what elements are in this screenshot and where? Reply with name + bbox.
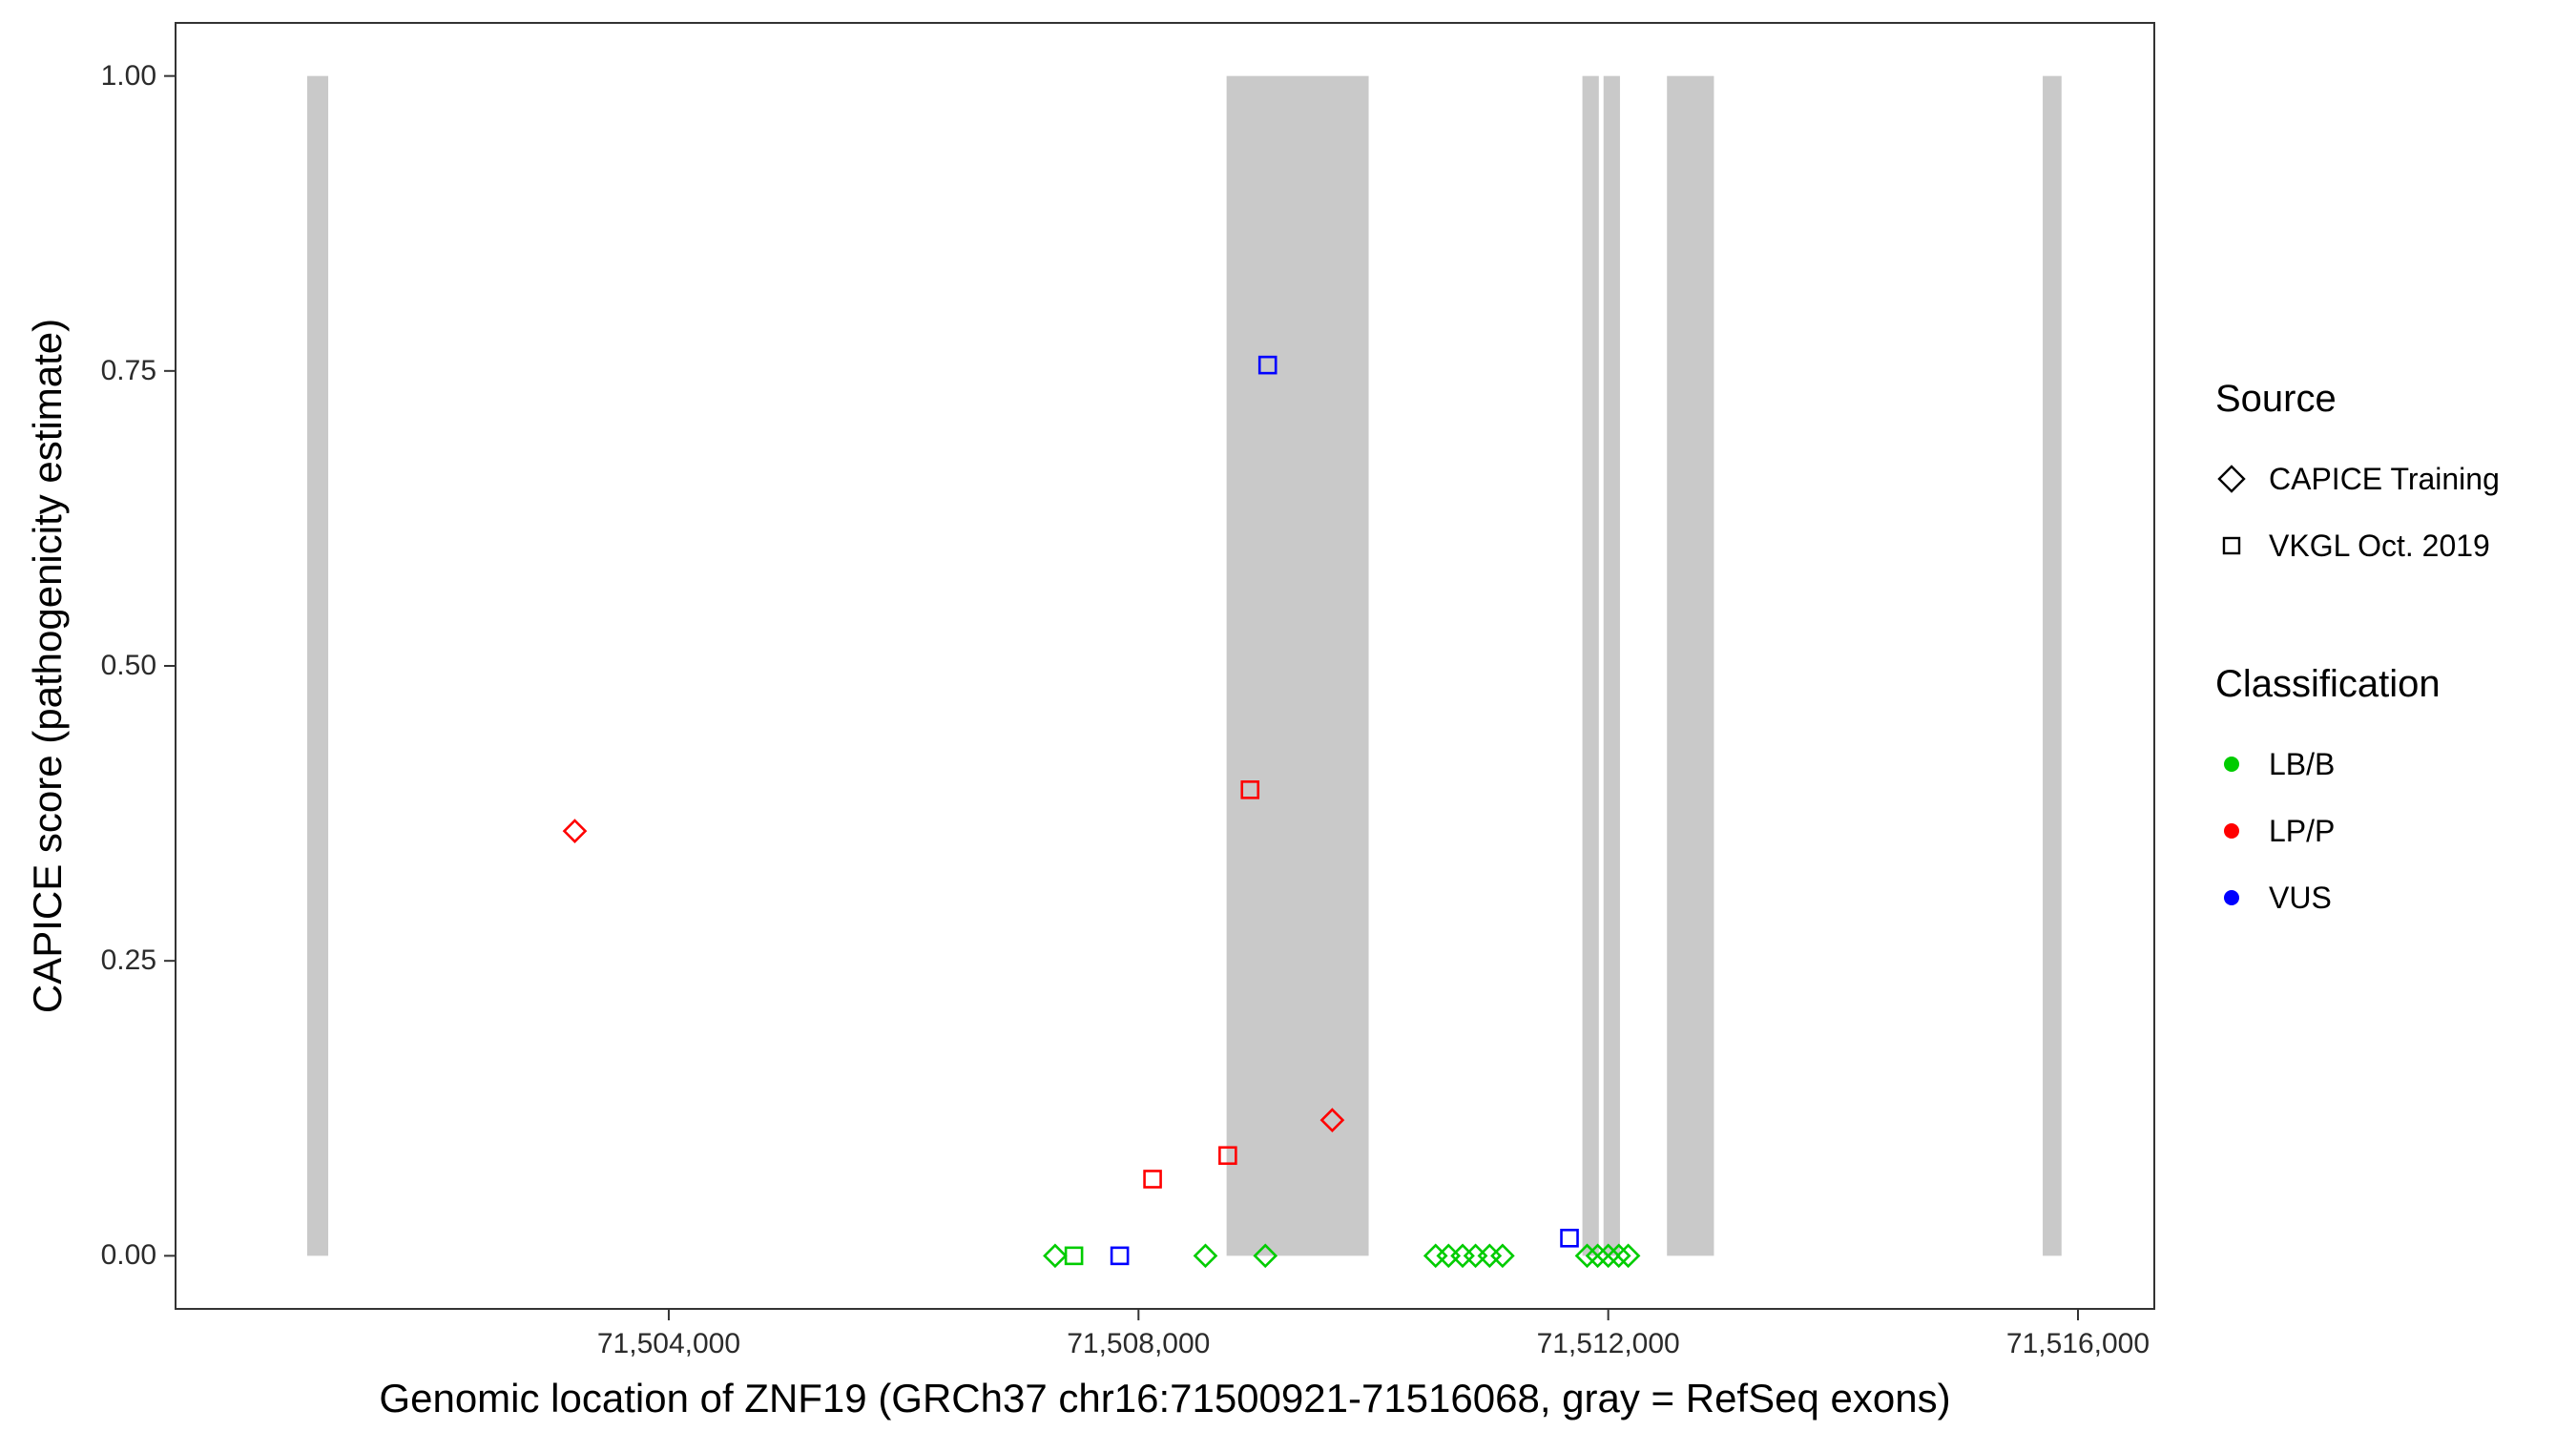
legend-item-lbb: LB/B bbox=[2215, 731, 2568, 798]
data-point-diamond bbox=[1595, 1243, 1621, 1269]
legend: Source CAPICE Training VKGL Oct. 2019 Cl… bbox=[2215, 378, 2568, 931]
legend-item-vkgl: VKGL Oct. 2019 bbox=[2215, 512, 2568, 579]
legend-item-label: VKGL Oct. 2019 bbox=[2269, 528, 2490, 563]
panel-border bbox=[175, 22, 2155, 1310]
exon-bar bbox=[2043, 75, 2062, 1256]
data-point-square bbox=[1218, 1146, 1237, 1166]
legend-item-label: LP/P bbox=[2269, 813, 2336, 848]
exon-bar bbox=[1667, 75, 1714, 1256]
legend-item-label: CAPICE Training bbox=[2269, 461, 2500, 496]
data-point-diamond bbox=[562, 819, 588, 843]
x-tick-label: 71,508,000 bbox=[1067, 1328, 1211, 1359]
diamond-icon bbox=[2217, 465, 2246, 493]
red-dot-icon bbox=[2224, 823, 2239, 839]
legend-classification-title: Classification bbox=[2215, 663, 2441, 705]
exon-bar bbox=[1226, 75, 1369, 1256]
legend-source-title: Source bbox=[2215, 378, 2337, 420]
exon-bar bbox=[1582, 75, 1599, 1256]
data-point-square bbox=[1560, 1228, 1579, 1248]
legend-item-lpp: LP/P bbox=[2215, 798, 2568, 864]
legend-classification-section: Classification LB/B LP/P VUS bbox=[2215, 663, 2568, 931]
data-point-diamond bbox=[1574, 1243, 1600, 1269]
x-tick-label: 71,504,000 bbox=[596, 1328, 741, 1359]
legend-item-capice-training: CAPICE Training bbox=[2215, 446, 2568, 512]
data-point-diamond bbox=[1253, 1243, 1278, 1269]
x-tick-label: 71,512,000 bbox=[1536, 1328, 1680, 1359]
data-point-square bbox=[1240, 780, 1260, 799]
x-tick-label: 71,516,000 bbox=[2005, 1328, 2150, 1359]
data-point-square bbox=[1064, 1246, 1084, 1266]
data-point-diamond bbox=[1615, 1243, 1641, 1269]
legend-item-label: VUS bbox=[2269, 880, 2332, 915]
y-tick-label: 0.25 bbox=[100, 944, 156, 977]
y-tick-label: 1.00 bbox=[100, 59, 156, 92]
legend-item-label: LB/B bbox=[2269, 746, 2336, 781]
data-point-diamond bbox=[1477, 1243, 1503, 1269]
data-point-diamond bbox=[1043, 1243, 1068, 1269]
x-axis-title: Genomic location of ZNF19 (GRCh37 chr16:… bbox=[379, 1376, 1951, 1421]
square-icon bbox=[2222, 536, 2241, 555]
data-point-square bbox=[1257, 355, 1278, 375]
data-point-diamond bbox=[1193, 1243, 1218, 1269]
blue-dot-icon bbox=[2224, 890, 2239, 905]
legend-item-vus: VUS bbox=[2215, 864, 2568, 931]
y-tick-label: 0.00 bbox=[100, 1239, 156, 1272]
data-point-diamond bbox=[1319, 1108, 1345, 1132]
data-point-diamond bbox=[1436, 1243, 1462, 1269]
exon-bar bbox=[306, 75, 329, 1256]
exon-bar bbox=[1603, 75, 1620, 1256]
data-point-diamond bbox=[1585, 1243, 1610, 1269]
data-point-square bbox=[1143, 1170, 1162, 1189]
data-point-diamond bbox=[1423, 1243, 1448, 1269]
legend-source-section: Source CAPICE Training VKGL Oct. 2019 bbox=[2215, 378, 2568, 579]
data-point-diamond bbox=[1450, 1243, 1475, 1269]
green-dot-icon bbox=[2224, 757, 2239, 772]
y-tick-label: 0.75 bbox=[100, 354, 156, 386]
data-point-diamond bbox=[1490, 1243, 1515, 1269]
y-tick-label: 0.50 bbox=[100, 650, 156, 681]
data-point-diamond bbox=[1606, 1243, 1631, 1269]
data-point-square bbox=[1110, 1246, 1130, 1266]
data-point-diamond bbox=[1463, 1243, 1488, 1269]
